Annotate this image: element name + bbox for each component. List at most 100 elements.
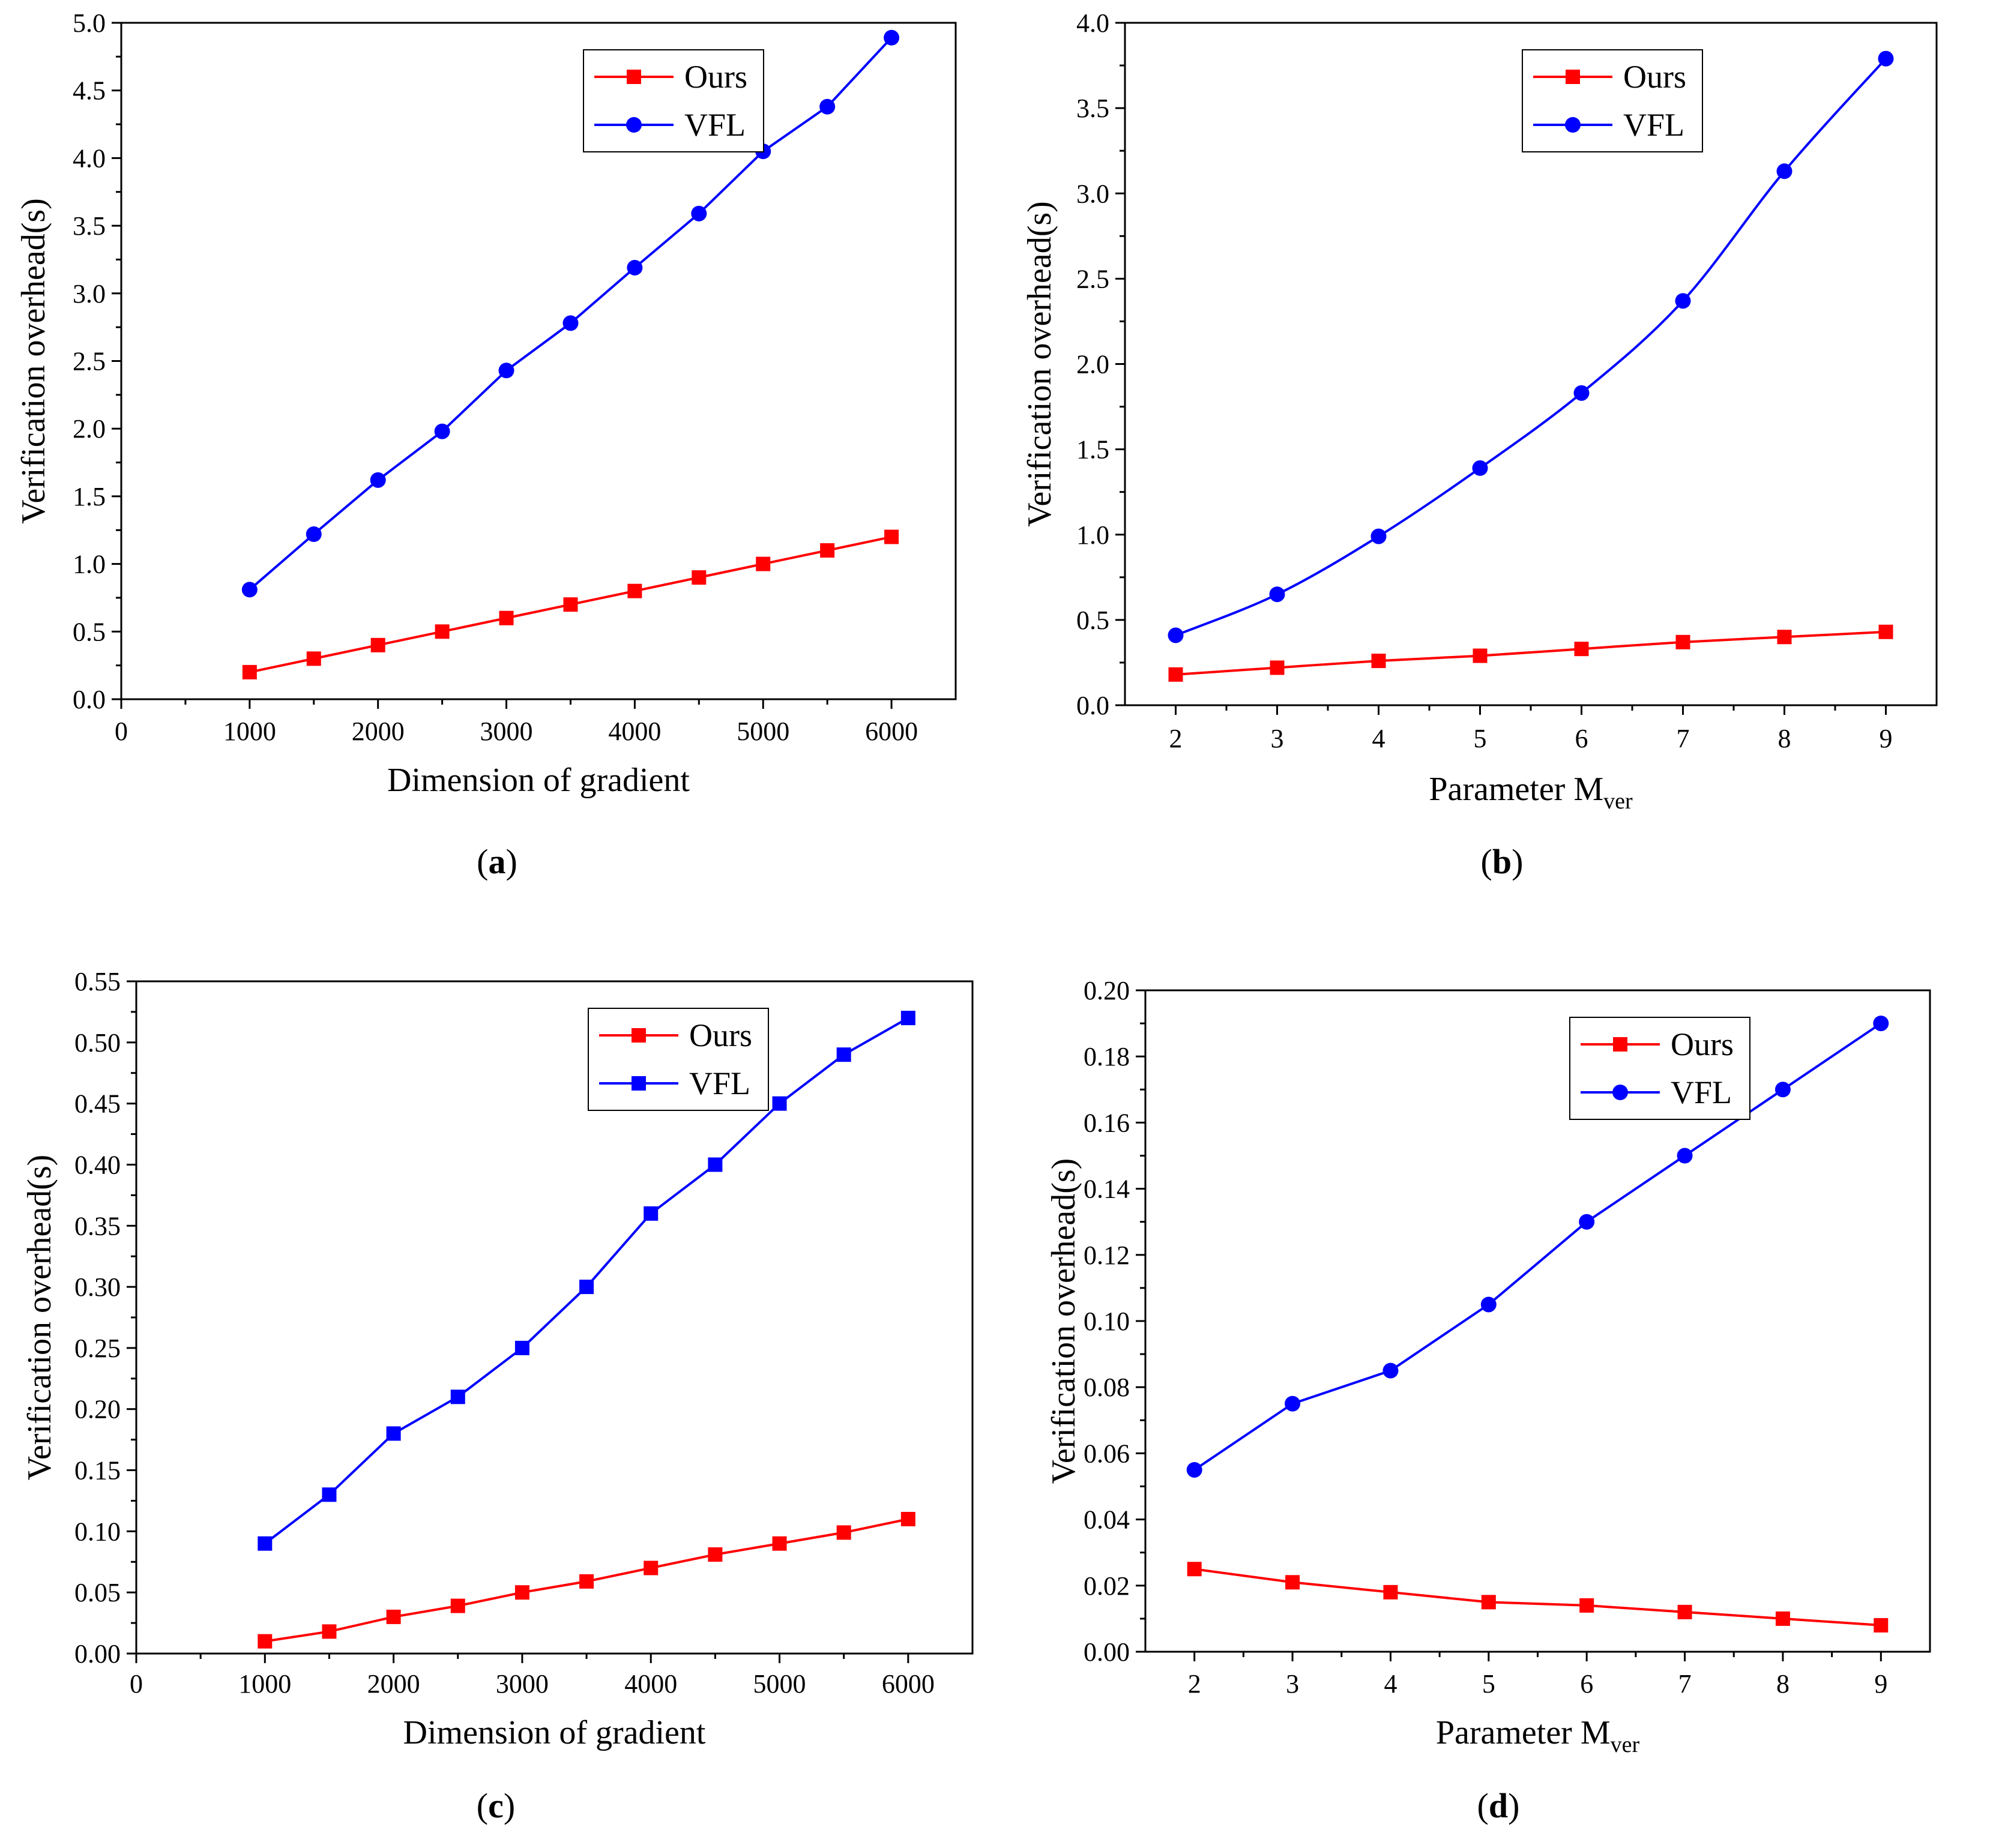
data-point-ours xyxy=(772,1536,787,1551)
x-tick-label: 4 xyxy=(1372,724,1385,753)
x-tick-label: 8 xyxy=(1776,1669,1789,1699)
y-tick-label: 3.0 xyxy=(73,279,106,309)
data-point-ours xyxy=(579,1574,594,1589)
y-tick-label: 3.5 xyxy=(73,211,106,241)
data-point-ours xyxy=(1383,1585,1398,1600)
x-tick-label: 7 xyxy=(1677,724,1690,753)
y-tick-label: 0.5 xyxy=(1076,606,1109,635)
y-tick-label: 2.0 xyxy=(73,414,106,444)
x-tick-label: 0 xyxy=(130,1669,143,1699)
y-axis-title: Verification overhead(s) xyxy=(1021,201,1058,527)
x-tick-label: 3000 xyxy=(496,1669,549,1699)
y-tick-label: 4.5 xyxy=(73,76,106,106)
series-line-vfl xyxy=(1193,1022,1882,1471)
data-point-vfl xyxy=(627,259,643,275)
data-point-ours xyxy=(836,1525,851,1540)
y-tick-label: 0.25 xyxy=(74,1334,121,1363)
x-tick-label: 4000 xyxy=(624,1669,677,1699)
y-tick-label: 2.0 xyxy=(1076,350,1109,379)
y-tick-label: 0.10 xyxy=(74,1517,121,1546)
plot-frame xyxy=(120,22,957,700)
data-point-vfl xyxy=(1186,1461,1202,1478)
data-point-ours xyxy=(1777,630,1792,645)
x-axis-title: Dimension of gradient xyxy=(387,762,690,799)
legend-label-vfl: VFL xyxy=(684,107,746,143)
x-tick-label: 6 xyxy=(1575,724,1588,753)
legend-label-vfl: VFL xyxy=(1623,107,1684,143)
data-point-vfl xyxy=(1873,1016,1889,1032)
data-point-ours xyxy=(1878,624,1893,639)
data-point-vfl xyxy=(386,1426,401,1441)
panel-caption: (b) xyxy=(1481,842,1524,881)
legend-marker-ours xyxy=(632,1028,646,1043)
panel-b-chart: 0.0 0.5 1.0 1.5 2.0 2.5 3.0 3.5 4.0 2 3 4 5 6 7 8 9 Param… xyxy=(1021,8,1938,881)
x-tick-label: 9 xyxy=(1880,724,1893,753)
data-point-ours xyxy=(242,664,257,679)
y-tick-label: 0.00 xyxy=(1084,1637,1130,1667)
data-point-ours xyxy=(386,1609,401,1624)
data-point-ours xyxy=(1775,1611,1790,1626)
x-tick-label: 5 xyxy=(1482,1669,1495,1699)
data-point-ours xyxy=(499,610,514,625)
legend-label-ours: Ours xyxy=(1671,1026,1734,1062)
x-tick-label: 3000 xyxy=(480,717,533,746)
y-tick-label: 0.02 xyxy=(1084,1571,1130,1601)
x-tick-label: 0 xyxy=(115,717,128,746)
data-point-vfl xyxy=(450,1389,465,1404)
data-point-vfl xyxy=(1382,1362,1399,1379)
y-tick-label: 0.15 xyxy=(74,1456,121,1485)
data-point-ours xyxy=(708,1547,723,1562)
data-point-ours xyxy=(435,624,450,639)
legend-marker-ours xyxy=(627,70,641,84)
y-tick-label: 0.55 xyxy=(74,967,121,996)
data-point-ours xyxy=(306,651,321,666)
data-point-ours xyxy=(1481,1595,1496,1610)
panel-c-chart: 0.00 0.05 0.10 0.15 0.20 0.25 0.30 0.35 0.40 0.45… xyxy=(21,967,974,1825)
y-tick-label: 1.0 xyxy=(1076,520,1109,550)
series-line-vfl xyxy=(1175,58,1887,637)
y-tick-label: 0.04 xyxy=(1084,1505,1130,1535)
legend-marker-vfl xyxy=(1565,117,1581,133)
data-point-ours xyxy=(322,1624,337,1639)
panel-caption: (d) xyxy=(1477,1786,1520,1825)
legend-label-ours: Ours xyxy=(684,59,747,95)
y-tick-label: 0.00 xyxy=(74,1639,121,1669)
series-line-ours xyxy=(1194,1568,1881,1627)
data-point-ours xyxy=(1270,660,1285,675)
x-axis-title: Parameter Mver xyxy=(1436,1714,1640,1757)
data-point-ours xyxy=(1168,667,1183,682)
y-tick-label: 0.20 xyxy=(1084,976,1130,1005)
data-point-vfl xyxy=(691,205,707,221)
y-axis-title: Verification overhead(s) xyxy=(21,1155,58,1481)
x-tick-label: 6000 xyxy=(882,1669,935,1699)
x-axis-title: Parameter Mver xyxy=(1429,771,1633,814)
data-point-vfl xyxy=(708,1157,723,1172)
data-point-vfl xyxy=(434,423,450,439)
data-point-vfl xyxy=(1677,1148,1693,1164)
x-tick-label: 6 xyxy=(1580,1669,1593,1699)
data-point-ours xyxy=(563,597,578,612)
data-point-ours xyxy=(1285,1575,1300,1590)
y-tick-label: 0.35 xyxy=(74,1211,121,1241)
data-point-ours xyxy=(450,1598,465,1613)
data-point-ours xyxy=(1675,634,1690,649)
y-tick-label: 0.30 xyxy=(74,1272,121,1302)
data-point-ours xyxy=(756,556,771,571)
data-point-vfl xyxy=(884,29,900,46)
data-point-vfl xyxy=(258,1536,273,1551)
data-point-vfl xyxy=(498,363,514,379)
y-tick-label: 0.40 xyxy=(74,1150,121,1179)
y-tick-label: 0.16 xyxy=(1084,1108,1130,1137)
data-point-ours xyxy=(370,637,385,652)
data-point-ours xyxy=(1473,648,1488,663)
data-point-ours xyxy=(1574,642,1589,657)
data-point-ours xyxy=(900,1512,915,1526)
y-tick-label: 0.50 xyxy=(74,1028,121,1058)
panel-a-chart: 0.0 0.5 1.0 1.5 2.0 2.5 3.0 3.5 4.0 4.5 5.0 0 1000 20… xyxy=(15,8,957,881)
y-tick-label: 1.5 xyxy=(1076,435,1109,465)
data-point-vfl xyxy=(1878,50,1894,67)
legend-marker-ours xyxy=(1566,70,1580,84)
data-point-vfl xyxy=(1285,1395,1301,1412)
x-tick-label: 2 xyxy=(1188,1669,1201,1699)
panel-d-chart: 0.00 0.02 0.04 0.06 0.08 0.10 0.12 0.14 0.16 0.18… xyxy=(1045,976,1931,1825)
